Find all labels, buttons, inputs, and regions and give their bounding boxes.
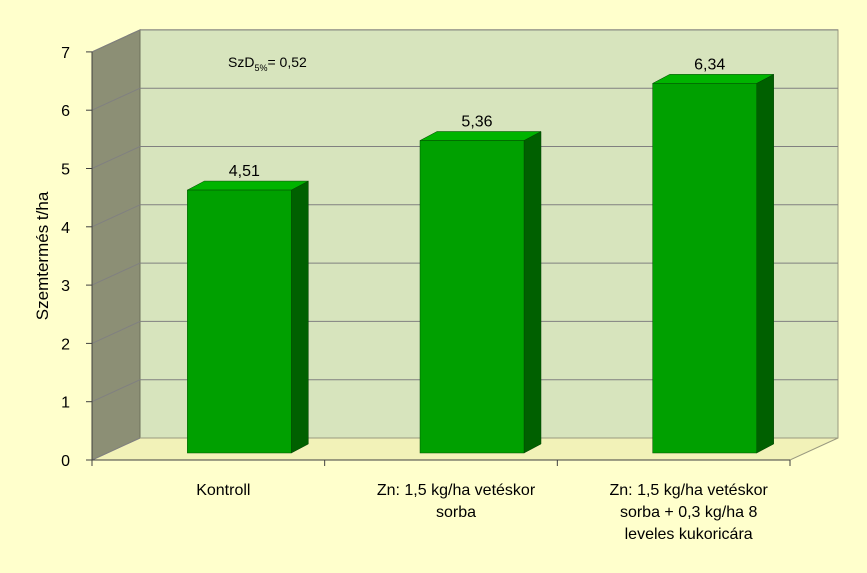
y-tick-label: 4 [61,220,70,237]
category-label-line: Zn: 1,5 kg/ha vetéskor [610,482,769,499]
category-label-line: sorba [436,504,476,521]
side-wall [91,29,141,461]
y-tick-label: 6 [61,103,70,120]
gridline-side [91,204,141,228]
y-tick-label: 5 [61,162,70,179]
bar-top [652,74,774,84]
y-tick-labels: 0 1 2 3 4 5 6 7 [61,45,70,470]
category-label-line: leveles kukoricára [625,526,753,543]
data-label: 4,51 [229,163,260,180]
bar [187,189,292,454]
category-label-line: Zn: 1,5 kg/ha vetéskor [377,482,536,499]
data-label: 5,36 [461,114,492,131]
annotation-szd: SzD5%= 0,52 [228,54,307,73]
category-label-line: sorba + 0,3 kg/ha 8 [620,504,758,521]
annotation-value: = 0,52 [267,54,307,70]
category-label: Zn: 1,5 kg/ha vetéskor sorba + 0,3 kg/ha … [610,482,769,543]
y-axis-label: Szemtermés t/ha [33,191,52,320]
bar [652,83,757,454]
gridline-side [91,29,141,53]
y-tick-label: 2 [61,336,70,353]
category-label: Zn: 1,5 kg/ha vetéskor sorba [377,482,536,521]
bar-side [523,131,542,454]
bar-side [756,73,774,454]
category-label: Kontroll [196,482,250,499]
x-tick-marks [91,460,791,466]
y-tick-label: 1 [61,395,70,412]
annotation-main: SzD [228,54,254,70]
gridline-side [91,87,141,111]
gridline-side [91,146,141,169]
y-tick-label: 3 [61,278,70,295]
bar [419,140,525,454]
data-labels: 4,51 5,36 6,34 [229,56,726,180]
bar-top [419,131,542,141]
y-tick-label: 0 [61,453,70,470]
gridline-side [91,379,141,403]
gridline-side [91,262,141,286]
gridline-side [91,437,141,461]
category-label-line: Kontroll [196,482,250,499]
data-label: 6,34 [694,56,725,73]
bars [187,73,774,454]
y-tick-label: 7 [61,45,70,62]
annotation-sub: 5% [254,63,267,73]
bar-top [187,180,309,191]
gridline-side [91,320,141,344]
bar-side [291,180,309,454]
